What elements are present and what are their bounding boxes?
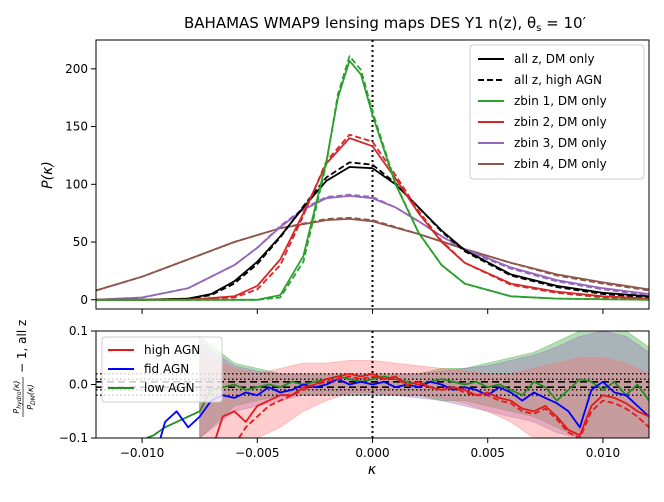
ratio-high-agn [214, 372, 649, 438]
ratio-low-agn [146, 375, 649, 438]
bottom-x-tick-label: −0.010 [120, 446, 164, 460]
top-legend: all z, DM only all z, high AGN zbin 1, DM … [469, 44, 645, 180]
bottom-y-label-tail: − 1, all z [15, 320, 29, 373]
top-y-tick-label: 200 [65, 62, 88, 76]
top-axes: 0 50 100 150 200 [65, 62, 604, 314]
legend-label-zbin-3-dm-only: zbin 3, DM only [514, 136, 607, 150]
legend-label-low-agn: low AGN [144, 381, 195, 395]
bottom-x-tick-label: 0.010 [586, 446, 620, 460]
bottom-legend-box [101, 336, 223, 403]
bottom-y-tick-label: 0.1 [69, 324, 88, 338]
bottom-x-tick-label: 0.005 [471, 446, 505, 460]
bottom-x-tick-label: 0.000 [355, 446, 389, 460]
bottom-x-tick-label: −0.005 [235, 446, 279, 460]
series-zbin-2-dm-only [96, 137, 649, 301]
ratio-fid-agn [159, 378, 649, 438]
legend-label-all-z-dm-only: all z, DM only [514, 52, 595, 66]
top-y-axis-label: P(κ) [40, 161, 56, 189]
bottom-y-tick-label: 0.0 [69, 378, 88, 392]
chart-title: BAHAMAS WMAP9 lensing maps DES Y1 n(z), … [184, 14, 587, 34]
legend-label-zbin-2-dm-only: zbin 2, DM only [514, 115, 607, 129]
legend-label-all-z-high-agn: all z, high AGN [514, 73, 602, 87]
top-legend-box [469, 44, 645, 180]
bottom-y-tick-label: −0.1 [59, 431, 88, 445]
series-zbin-3-high-agn [96, 193, 649, 301]
bottom-y-axis-label: Phydro(κ) PDM(κ) − 1, all z [12, 320, 37, 417]
series-zbin-4-high-agn [96, 216, 649, 292]
series-zbin-4-dm-only [96, 218, 649, 292]
legend-label-fid-agn: fid AGN [144, 362, 189, 376]
bottom-series-lines [146, 372, 649, 438]
bottom-plot-frame [95, 330, 650, 439]
bottom-y-label-denominator: PDM(κ) [26, 384, 37, 410]
series-zbin-1-high-agn [96, 55, 649, 301]
legend-label-zbin-4-dm-only: zbin 4, DM only [514, 157, 607, 171]
series-zbin-2-high-agn [96, 133, 649, 301]
bottom-axes: −0.1 0.0 0.1 −0.010 −0.005 0.000 0.005 0.010 [59, 324, 620, 460]
top-series-lines [96, 40, 649, 309]
series-all-z-high-agn [96, 161, 649, 301]
top-y-tick-label: 50 [73, 235, 88, 249]
legend-label-high-agn: high AGN [144, 343, 200, 357]
top-y-tick-label: 100 [65, 177, 88, 191]
top-y-tick-label: 150 [65, 120, 88, 134]
bottom-x-axis-label: κ [368, 462, 377, 478]
legend-label-zbin-1-dm-only: zbin 1, DM only [514, 94, 607, 108]
top-plot-frame [95, 39, 650, 310]
bottom-legend: high AGN fid AGN low AGN [101, 336, 223, 403]
series-all-z-dm-only [96, 166, 649, 301]
bottom-y-label-numerator: Phydro(κ) [12, 380, 23, 413]
top-y-tick-label: 0 [80, 293, 88, 307]
ratio-high-agn-dashed [238, 375, 649, 438]
